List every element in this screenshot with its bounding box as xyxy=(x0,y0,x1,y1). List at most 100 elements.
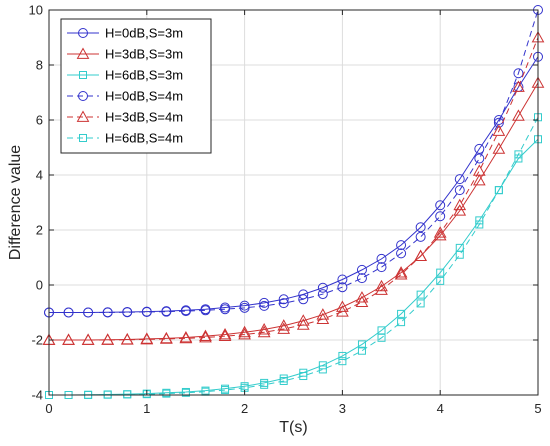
series-line xyxy=(49,9,539,313)
data-point xyxy=(338,351,347,360)
data-point xyxy=(318,365,327,374)
data-point xyxy=(101,333,115,345)
data-point xyxy=(337,274,348,285)
data-point xyxy=(221,386,230,395)
tick-labels: 0 1 2 3 4 5 -4 -2 0 2 4 6 8 10 xyxy=(29,3,542,417)
data-point xyxy=(494,186,503,195)
data-point xyxy=(62,333,75,345)
data-point xyxy=(493,117,504,128)
data-point xyxy=(357,346,366,355)
data-point xyxy=(376,262,387,273)
data-point xyxy=(396,248,407,259)
data-point xyxy=(83,307,94,318)
data-point xyxy=(512,80,525,92)
data-point xyxy=(338,357,347,366)
series-line xyxy=(49,117,539,396)
data-point xyxy=(257,325,271,338)
data-point xyxy=(414,249,427,262)
y-tick-label: -4 xyxy=(31,388,43,403)
data-point xyxy=(257,323,271,335)
legend-label: H=3dB,S=3m xyxy=(105,47,183,62)
data-point xyxy=(492,124,506,136)
data-point xyxy=(81,333,95,345)
data-point xyxy=(239,300,250,311)
data-point xyxy=(298,294,309,305)
data-point xyxy=(492,142,506,154)
legend-item: H=6dB,S=3m xyxy=(67,68,183,83)
data-point xyxy=(355,295,369,307)
data-point xyxy=(472,164,486,176)
data-point xyxy=(514,150,523,159)
series-4 xyxy=(44,5,543,318)
data-point xyxy=(397,318,406,327)
series-5 xyxy=(42,30,545,345)
data-point xyxy=(472,173,486,186)
legend-marker xyxy=(78,28,88,38)
data-point xyxy=(435,211,446,222)
data-point xyxy=(454,185,465,196)
data-point xyxy=(436,276,445,285)
data-point xyxy=(318,361,327,370)
data-point xyxy=(416,299,425,308)
x-axis-label: T(s) xyxy=(279,419,307,436)
data-point xyxy=(278,298,289,309)
data-point xyxy=(162,389,171,398)
data-point xyxy=(357,340,366,349)
data-point xyxy=(455,250,464,259)
data-point xyxy=(336,300,349,312)
legend-label: H=0dB,S=4m xyxy=(105,89,183,104)
y-tick-label: -2 xyxy=(31,333,43,348)
data-point xyxy=(120,333,134,345)
legend-box xyxy=(60,18,212,154)
data-point xyxy=(396,240,407,251)
x-tick-label: 5 xyxy=(534,401,541,416)
data-point xyxy=(218,327,232,340)
data-point xyxy=(278,294,289,305)
data-point xyxy=(199,329,212,342)
data-point xyxy=(122,307,133,318)
data-point xyxy=(376,253,387,264)
legend-marker xyxy=(76,47,90,59)
data-point xyxy=(416,290,425,299)
data-point xyxy=(238,325,251,338)
data-point xyxy=(317,289,328,300)
data-point xyxy=(453,204,467,216)
data-point xyxy=(435,200,446,211)
data-point xyxy=(355,291,369,303)
data-point xyxy=(62,333,75,345)
data-point xyxy=(375,279,388,292)
data-point xyxy=(181,388,190,397)
data-point xyxy=(415,231,426,242)
legend: H=0dB,S=3m H=3dB,S=3m H=6dB,S=3m H=0dB,S=4m… xyxy=(60,18,212,154)
x-tick-label: 2 xyxy=(241,401,248,416)
x-tick-label: 4 xyxy=(437,401,444,416)
data-point xyxy=(238,327,251,340)
data-point xyxy=(239,302,250,313)
data-point xyxy=(140,332,154,345)
data-point xyxy=(63,307,74,318)
data-point xyxy=(218,329,232,342)
data-point xyxy=(356,264,367,275)
data-point xyxy=(453,198,467,211)
data-point xyxy=(102,307,113,318)
data-point xyxy=(474,153,485,164)
data-point xyxy=(279,376,288,385)
data-point xyxy=(259,297,270,308)
legend-label: H=6dB,S=4m xyxy=(105,131,183,146)
data-point xyxy=(220,304,231,315)
y-tick-label: 10 xyxy=(29,3,43,18)
legend-label: H=6dB,S=3m xyxy=(105,68,183,83)
x-tick-label: 3 xyxy=(339,401,346,416)
legend-item: H=0dB,S=3m xyxy=(67,26,183,41)
legend-item: H=0dB,S=4m xyxy=(67,89,183,104)
data-point xyxy=(317,282,328,293)
x-tick-label: 1 xyxy=(143,401,150,416)
data-point xyxy=(375,283,388,295)
data-point xyxy=(179,331,193,344)
data-point xyxy=(180,306,191,317)
legend-item: H=6dB,S=4m xyxy=(67,131,183,146)
series-6 xyxy=(45,113,542,399)
data-point xyxy=(277,322,291,334)
legend-label: H=3dB,S=4m xyxy=(105,110,183,125)
legend-marker xyxy=(79,134,87,142)
